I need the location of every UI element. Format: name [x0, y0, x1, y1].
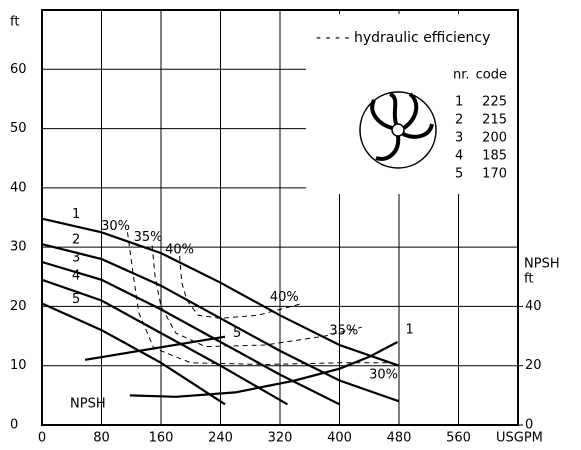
y2-axis-label: NPSH: [524, 257, 560, 272]
curve-label: 3: [72, 250, 80, 265]
table-cell: 225: [482, 95, 507, 110]
table-cell: 4: [455, 149, 463, 164]
y-tick-label: 20: [10, 299, 27, 314]
table-header: nr.: [453, 68, 470, 83]
code-table: nr. code 1 225 2 215 3 200 4 185 5 170: [453, 68, 507, 182]
table-cell: 3: [455, 131, 463, 146]
efficiency-label: 30%: [101, 219, 130, 234]
y2-axis-label: ft: [524, 272, 533, 287]
efficiency-label: 35%: [329, 324, 358, 339]
head-curve: [41, 302, 226, 406]
y-tick-label: 40: [10, 180, 27, 195]
legend-text: - - - - hydraulic efficiency: [316, 30, 490, 46]
y-tick-label: 60: [10, 62, 27, 77]
y2-tick-label: 20: [525, 358, 542, 373]
head-curve: [41, 243, 400, 403]
impeller-icon: [359, 91, 437, 169]
y-tick-label: 0: [10, 418, 18, 433]
y-tick-label: 10: [10, 358, 27, 373]
y2-tick-label: 40: [525, 299, 542, 314]
plot-frame: [41, 9, 519, 426]
table-cell: 200: [482, 131, 507, 146]
efficiency-curve: [179, 255, 303, 319]
table-header: code: [476, 68, 507, 83]
table-cell: 2: [455, 113, 463, 128]
npsh-curve-label: 1: [406, 323, 414, 338]
y-tick-label: 30: [10, 240, 27, 255]
npsh-curve-label: 5: [233, 326, 241, 341]
curve-label: 4: [72, 268, 80, 283]
npsh-label: NPSH: [70, 397, 106, 412]
npsh-curve: [129, 341, 399, 398]
curve-label: 5: [72, 292, 80, 307]
table-cell: 185: [482, 149, 507, 164]
head-curve: [41, 260, 340, 406]
efficiency-label: 35%: [134, 230, 163, 245]
efficiency-label: 30%: [369, 367, 398, 382]
head-curve: [41, 217, 400, 367]
x-tick-label: 400: [327, 431, 352, 446]
x-tick-label: 240: [208, 431, 233, 446]
x-tick-label: 320: [268, 431, 293, 446]
y-tick-label: 50: [10, 121, 27, 136]
curve-label: 1: [72, 207, 80, 222]
x-tick-label: 560: [446, 431, 471, 446]
table-cell: 1: [455, 95, 463, 110]
table-cell: 170: [482, 167, 507, 182]
efficiency-label: 40%: [270, 290, 299, 305]
table-cell: 215: [482, 113, 507, 128]
efficiency-label: 40%: [165, 243, 194, 258]
curve-label: 2: [72, 233, 80, 248]
x-tick-label: 480: [387, 431, 412, 446]
x-tick-label: 80: [93, 431, 110, 446]
y-axis-label: ft: [10, 15, 19, 30]
legend-box: [306, 14, 517, 194]
table-cell: 5: [455, 167, 463, 182]
efficiency-curve: [151, 245, 362, 348]
x-tick-label: 0: [38, 431, 46, 446]
head-curve: [41, 278, 288, 406]
efficiency-curve: [127, 232, 392, 366]
x-tick-label: 160: [149, 431, 174, 446]
x-axis-label: USGPM: [496, 431, 543, 446]
y2-tick-label: 0: [525, 418, 533, 433]
